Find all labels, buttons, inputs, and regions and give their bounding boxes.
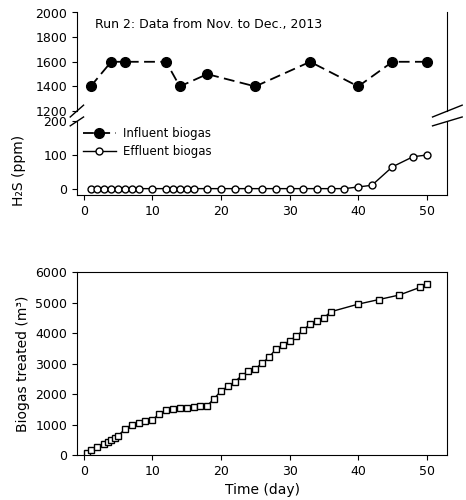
Text: H₂S (ppm): H₂S (ppm) bbox=[12, 134, 26, 206]
Text: Run 2: Data from Nov. to Dec., 2013: Run 2: Data from Nov. to Dec., 2013 bbox=[96, 18, 322, 32]
X-axis label: Time (day): Time (day) bbox=[225, 484, 300, 498]
Legend: Influent biogas, Effluent biogas: Influent biogas, Effluent biogas bbox=[83, 128, 212, 158]
Y-axis label: Biogas treated (m³): Biogas treated (m³) bbox=[16, 296, 30, 432]
